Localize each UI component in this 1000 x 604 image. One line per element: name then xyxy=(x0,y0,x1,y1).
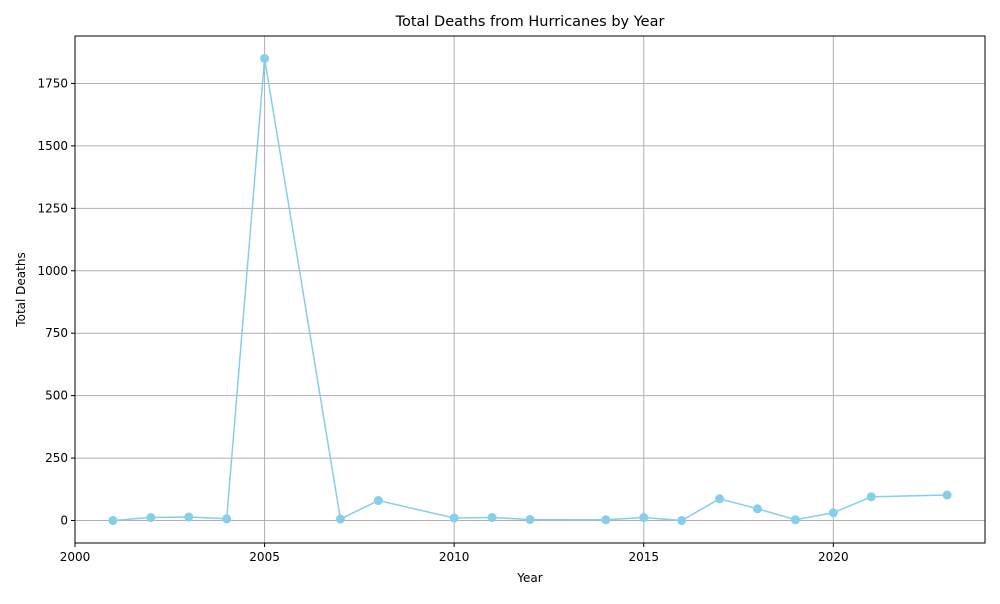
y-tick-label: 250 xyxy=(45,451,68,465)
data-point xyxy=(373,496,383,506)
x-tick-label: 2000 xyxy=(60,550,91,564)
data-point xyxy=(335,514,345,524)
data-point xyxy=(449,513,459,523)
data-point xyxy=(715,494,725,504)
x-tick-label: 2005 xyxy=(249,550,280,564)
y-axis-label: Total Deaths xyxy=(14,252,28,327)
x-tick-label: 2015 xyxy=(628,550,659,564)
data-point xyxy=(639,513,649,523)
data-point xyxy=(601,515,611,525)
y-tick-label: 1000 xyxy=(37,264,68,278)
data-point xyxy=(108,516,118,526)
y-tick-label: 750 xyxy=(45,326,68,340)
data-point xyxy=(146,513,156,523)
x-axis-ticks: 2000 2005 2010 2015 2020 xyxy=(60,543,849,564)
x-tick-label: 2020 xyxy=(818,550,849,564)
data-point xyxy=(222,514,232,524)
x-tick-label: 2010 xyxy=(439,550,470,564)
y-tick-label: 1250 xyxy=(37,201,68,215)
data-point xyxy=(942,490,952,500)
data-point xyxy=(866,492,876,502)
grid xyxy=(74,36,985,543)
data-point xyxy=(260,53,270,63)
data-point xyxy=(677,516,687,526)
chart-title: Total Deaths from Hurricanes by Year xyxy=(395,14,665,30)
data-point xyxy=(525,515,535,525)
y-tick-label: 1500 xyxy=(37,139,68,153)
series-line xyxy=(112,57,948,522)
data-point xyxy=(753,504,762,514)
x-axis-label: Year xyxy=(516,571,542,585)
y-tick-label: 0 xyxy=(60,514,68,528)
series-layer xyxy=(108,53,952,526)
plot-frame xyxy=(74,35,986,544)
y-tick-label: 1750 xyxy=(37,76,68,90)
y-axis-ticks: 0 250 500 750 1000 1250 1500 1750 xyxy=(37,76,75,528)
data-point xyxy=(184,512,194,522)
data-point xyxy=(487,513,497,523)
y-tick-label: 500 xyxy=(45,389,68,403)
data-point xyxy=(790,515,800,525)
data-point xyxy=(828,508,838,518)
